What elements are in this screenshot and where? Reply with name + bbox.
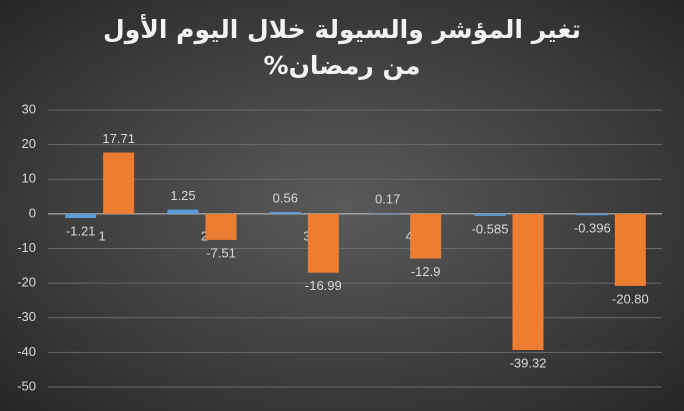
x-tick-label: 4 (406, 228, 413, 243)
bar (205, 213, 237, 240)
bar (576, 213, 608, 216)
bar (474, 213, 506, 216)
y-tick-label: -50 (17, 378, 36, 393)
y-tick-label: -10 (17, 240, 36, 255)
bar (65, 213, 97, 219)
y-tick-label: 0 (29, 205, 36, 220)
data-label: -39.32 (510, 355, 547, 370)
bar (103, 152, 135, 214)
data-label: -20.80 (612, 291, 649, 306)
data-label: -0.396 (574, 221, 611, 236)
bar (167, 209, 199, 214)
y-tick-label: -20 (17, 275, 36, 290)
chart-title: تغير المؤشر والسيولة خلال اليوم الأول من… (103, 15, 581, 80)
y-tick-label: 30 (22, 101, 36, 116)
x-tick-label: 2 (201, 228, 208, 243)
data-label: -16.99 (305, 278, 342, 293)
data-label: -12.9 (411, 264, 441, 279)
y-tick-label: 20 (22, 136, 36, 151)
y-tick-label: -30 (17, 309, 36, 324)
data-label: -7.51 (206, 245, 236, 260)
bar (614, 213, 646, 286)
data-label: 17.71 (102, 131, 135, 146)
x-tick-label: 1 (99, 228, 106, 243)
bar (269, 211, 301, 214)
x-tick-label: 3 (303, 228, 310, 243)
y-tick-label: -40 (17, 344, 36, 359)
data-label: -1.21 (66, 224, 96, 239)
data-label: 0.17 (375, 192, 400, 207)
bar (410, 213, 442, 259)
data-label: 1.25 (170, 188, 195, 203)
bar (512, 213, 544, 351)
bar (307, 213, 339, 273)
bar (372, 213, 404, 214)
y-tick-label: 10 (22, 171, 36, 186)
data-label: 0.56 (273, 190, 298, 205)
data-label: -0.585 (472, 221, 509, 236)
